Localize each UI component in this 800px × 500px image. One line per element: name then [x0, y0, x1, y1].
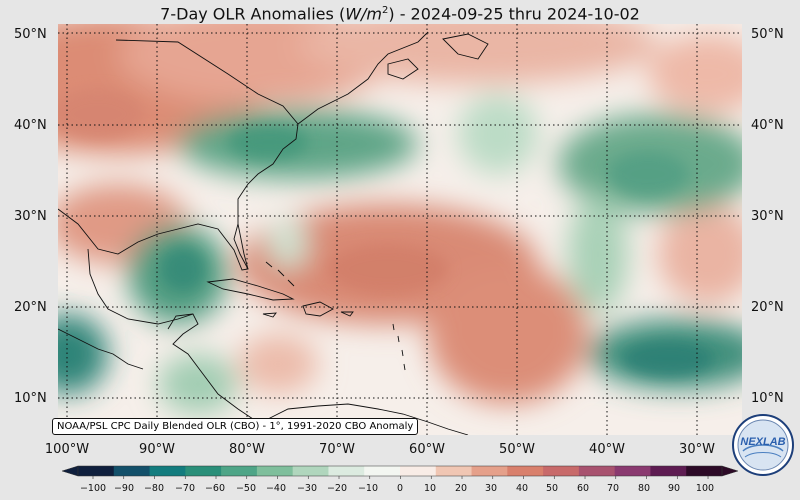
colorbar-segment — [113, 466, 151, 476]
lon-label-60w: 60°W — [409, 442, 445, 457]
colorbar-tick-90: 90 — [667, 483, 681, 494]
colorbar-segment — [256, 466, 294, 476]
colorbar-segment — [650, 466, 687, 476]
colorbar — [61, 465, 739, 479]
colorbar-tick-100: 100 — [695, 483, 715, 494]
colorbar-tick-neg30: −30 — [296, 483, 318, 494]
colorbar-tick-neg60: −60 — [204, 483, 226, 494]
lat-label-40n-left: 40°N — [14, 118, 47, 133]
colorbar-tick-neg10: −10 — [357, 483, 379, 494]
colorbar-segment — [614, 466, 651, 476]
colorbar-tick-10: 10 — [423, 483, 437, 494]
lat-label-10n-right: 10°N — [751, 391, 784, 406]
colorbar-tick-60: 60 — [576, 483, 590, 494]
lat-label-20n-right: 20°N — [751, 300, 784, 315]
lat-label-40n-right: 40°N — [751, 118, 784, 133]
colorbar-segment — [435, 466, 473, 476]
colorbar-segment — [507, 466, 544, 476]
colorbar-segment — [578, 466, 616, 476]
colorbar-tick-neg70: −70 — [174, 483, 196, 494]
logo-wordmark: NEXLAB — [740, 436, 785, 448]
data-source-note: NOAA/PSL CPC Daily Blended OLR (CBO) - 1… — [52, 418, 419, 435]
lon-label-30w: 30°W — [679, 442, 715, 457]
colorbar-tick-20: 20 — [454, 483, 468, 494]
anomaly-field — [58, 24, 742, 414]
lat-label-30n-right: 30°N — [751, 209, 784, 224]
lat-label-20n-left: 20°N — [14, 300, 47, 315]
colorbar-segment — [471, 466, 508, 476]
colorbar-tick-70: 70 — [606, 483, 620, 494]
colorbar-tick-80: 80 — [637, 483, 651, 494]
colorbar-segment — [686, 466, 723, 476]
nexlab-logo: NEXLAB — [732, 414, 794, 476]
colorbar-tick-neg40: −40 — [265, 483, 287, 494]
colorbar-segment — [149, 466, 186, 476]
lon-label-50w: 50°W — [499, 442, 535, 457]
colorbar-segment — [364, 466, 401, 476]
colorbar-segment — [400, 466, 437, 476]
lon-label-40w: 40°W — [589, 442, 625, 457]
colorbar-tick-neg90: −90 — [113, 483, 135, 494]
colorbar-tick-neg80: −80 — [143, 483, 165, 494]
colorbar-extend-low — [61, 465, 79, 477]
colorbar-tick-40: 40 — [515, 483, 529, 494]
colorbar-segment — [543, 466, 580, 476]
colorbar-tick-neg20: −20 — [326, 483, 348, 494]
colorbar-tick-neg100: −100 — [79, 483, 107, 494]
graticule — [58, 24, 742, 435]
colorbar-segment — [328, 466, 365, 476]
colorbar-tick-neg50: −50 — [235, 483, 257, 494]
colorbar-segment — [292, 466, 329, 476]
colorbar-outline — [77, 465, 723, 477]
lat-label-30n-left: 30°N — [14, 209, 47, 224]
colorbar-tick-0: 0 — [396, 483, 404, 494]
colorbar-tick-30: 30 — [484, 483, 498, 494]
lat-label-50n-right: 50°N — [751, 27, 784, 42]
colorbar-tick-50: 50 — [545, 483, 559, 494]
map-title: 7-Day OLR Anomalies (W/m2) - 2024-09-25 … — [160, 4, 640, 24]
lon-label-70w: 70°W — [319, 442, 355, 457]
colorbar-segment — [78, 466, 115, 476]
lon-label-90w: 90°W — [139, 442, 175, 457]
lat-label-10n-left: 10°N — [14, 391, 47, 406]
coastlines — [58, 31, 489, 435]
colorbar-segment — [185, 466, 222, 476]
lon-label-100w: 100°W — [44, 442, 90, 457]
anomaly-detail — [58, 89, 713, 377]
lon-label-80w: 80°W — [229, 442, 265, 457]
colorbar-segment — [221, 466, 258, 476]
olr-anomaly-map — [58, 24, 742, 435]
lat-label-50n-left: 50°N — [14, 27, 47, 42]
